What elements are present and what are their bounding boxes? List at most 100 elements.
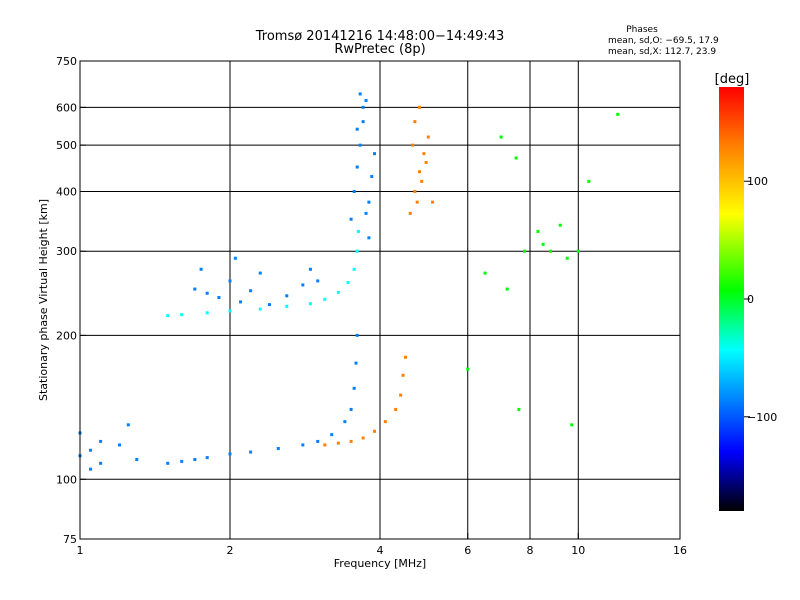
data-point	[401, 373, 405, 377]
x-tick-label: 6	[464, 544, 471, 557]
data-point	[117, 443, 121, 447]
data-point	[616, 112, 620, 116]
data-point	[316, 439, 320, 443]
colorbar-tick-label: 0	[747, 293, 754, 306]
data-point	[417, 170, 421, 174]
data-point	[258, 271, 262, 275]
y-tick-label: 75	[63, 533, 77, 546]
chart-title: Tromsø 20141216 14:48:00−14:49:43	[255, 29, 505, 44]
data-point	[558, 223, 562, 227]
data-point	[239, 300, 243, 304]
data-point	[536, 229, 540, 233]
data-point	[367, 236, 371, 240]
data-point	[349, 439, 353, 443]
data-point	[323, 297, 327, 301]
y-tick-label: 300	[56, 245, 77, 258]
data-point	[361, 120, 365, 124]
data-point	[349, 407, 353, 411]
chart-subtitle: RwPretec (8p)	[334, 42, 425, 57]
data-point	[354, 361, 358, 365]
data-point	[517, 407, 521, 411]
data-point	[285, 294, 289, 298]
data-point	[205, 291, 209, 295]
data-point	[228, 452, 232, 456]
data-point	[180, 459, 184, 463]
data-point	[352, 267, 356, 271]
data-point	[355, 249, 359, 253]
data-point	[267, 303, 271, 307]
x-tick-label: 1	[77, 544, 84, 557]
colorbar	[719, 87, 744, 511]
colorbar-tick-label: 100	[747, 175, 768, 188]
data-point	[99, 461, 103, 465]
data-point	[549, 249, 553, 253]
data-point	[373, 152, 377, 156]
data-point	[193, 457, 197, 461]
data-point	[89, 467, 93, 471]
y-tick-label: 750	[56, 55, 77, 68]
data-point	[301, 443, 305, 447]
data-point	[514, 156, 518, 160]
data-point	[411, 143, 415, 147]
data-point	[336, 290, 340, 294]
y-tick-label: 400	[56, 185, 77, 198]
data-point	[249, 289, 253, 293]
data-point	[364, 211, 368, 215]
data-point	[361, 436, 365, 440]
data-point	[205, 456, 209, 460]
data-point	[228, 279, 232, 283]
data-point	[233, 256, 237, 260]
data-point	[217, 296, 221, 300]
data-point	[361, 105, 365, 109]
x-tick-label: 4	[377, 544, 384, 557]
data-point	[466, 367, 470, 371]
data-point	[413, 120, 417, 124]
y-tick-label: 200	[56, 329, 77, 342]
series-7	[466, 112, 620, 427]
x-axis: 1 2 4 6 8 10 16	[77, 533, 687, 557]
data-point	[249, 450, 253, 454]
x-tick-label: 8	[527, 544, 534, 557]
data-point	[228, 309, 232, 313]
data-point	[364, 99, 368, 103]
data-point	[346, 281, 350, 285]
y-axis-label: Stationary phase Virtual Height [km]	[37, 199, 50, 401]
data-point	[308, 267, 312, 271]
series-1	[323, 355, 407, 447]
data-point	[576, 249, 580, 253]
colorbar-label: [deg]	[715, 72, 750, 87]
data-point	[355, 127, 359, 131]
data-point	[352, 189, 356, 193]
data-point	[422, 152, 426, 156]
series-3	[166, 229, 360, 318]
x-axis-label: Frequency [MHz]	[334, 557, 426, 570]
data-point	[99, 439, 103, 443]
data-point	[413, 189, 417, 193]
scatter-points	[78, 92, 620, 471]
data-point	[349, 217, 353, 221]
x-tick-label: 2	[227, 544, 234, 557]
data-point	[565, 256, 569, 260]
data-point	[420, 179, 424, 183]
data-point	[408, 211, 412, 215]
data-point	[424, 160, 428, 164]
data-point	[205, 311, 209, 315]
data-point	[431, 200, 435, 204]
data-point	[370, 174, 374, 178]
data-point	[403, 355, 407, 359]
data-point	[394, 407, 398, 411]
data-point	[285, 304, 289, 308]
data-point	[373, 429, 377, 433]
data-point	[499, 135, 503, 139]
data-point	[355, 165, 359, 169]
data-point	[352, 386, 356, 390]
data-point	[126, 423, 130, 427]
data-point	[541, 242, 545, 246]
data-point	[343, 420, 347, 424]
data-point	[336, 441, 340, 445]
data-point	[276, 446, 280, 450]
colorbar-ticks: 100 0 −100	[744, 175, 777, 424]
data-point	[89, 448, 93, 452]
colorbar-tick-label: −100	[747, 411, 777, 424]
